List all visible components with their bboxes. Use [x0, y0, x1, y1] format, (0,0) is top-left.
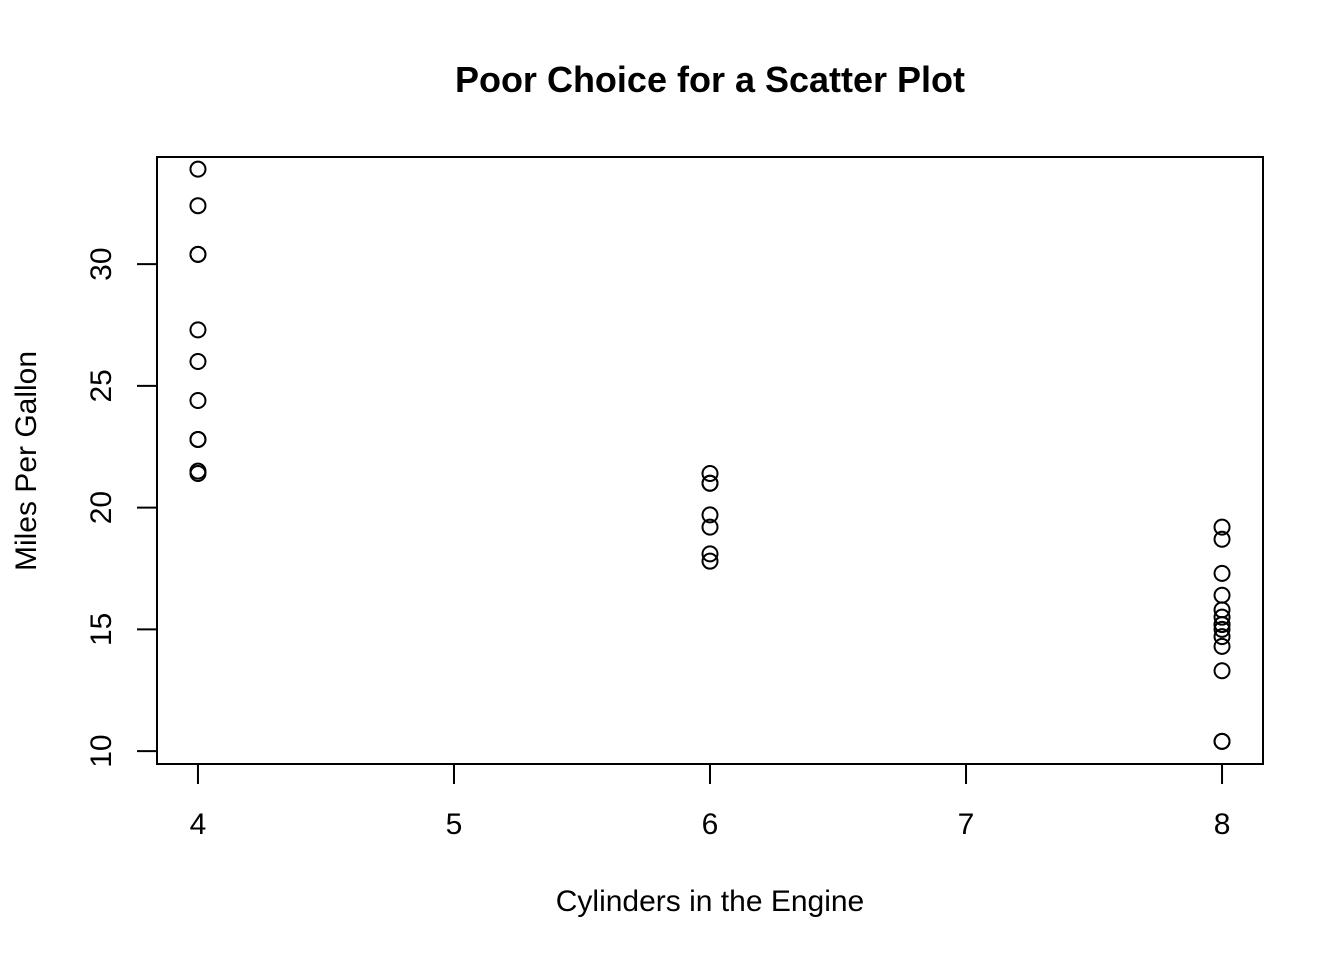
data-points: [189, 160, 1231, 750]
x-tick-label: 6: [702, 808, 719, 841]
y-tick-label: 10: [85, 734, 118, 767]
data-point: [701, 552, 719, 570]
y-tick-label: 30: [85, 247, 118, 280]
x-tick-label: 5: [446, 808, 463, 841]
data-point: [1213, 662, 1231, 680]
y-axis: 10 15 20 25 30: [85, 247, 158, 768]
data-point: [189, 160, 207, 178]
data-point: [189, 197, 207, 215]
data-point: [189, 391, 207, 409]
data-point: [1213, 518, 1231, 536]
data-point: [1213, 615, 1231, 633]
data-point: [189, 430, 207, 448]
y-tick-label: 15: [85, 613, 118, 646]
data-point: [189, 353, 207, 371]
data-point: [701, 545, 719, 563]
plot-frame: [156, 156, 1264, 765]
data-point: [189, 465, 207, 483]
y-axis-label: Miles Per Gallon: [10, 351, 43, 571]
chart-title: Poor Choice for a Scatter Plot: [455, 59, 965, 100]
x-tick-label: 7: [958, 808, 975, 841]
data-point: [1213, 732, 1231, 750]
data-point: [1213, 564, 1231, 582]
data-point: [1213, 530, 1231, 548]
data-point: [701, 506, 719, 524]
x-tick-label: 4: [190, 808, 207, 841]
data-point: [1213, 637, 1231, 655]
data-point: [701, 474, 719, 492]
y-tick-label: 25: [85, 369, 118, 402]
y-tick-label: 20: [85, 491, 118, 524]
data-point: [189, 321, 207, 339]
data-point: [1213, 628, 1231, 646]
data-point: [189, 245, 207, 263]
data-point: [701, 518, 719, 536]
data-point: [701, 465, 719, 483]
data-point: [1213, 608, 1231, 626]
x-axis: 4 5 6 7 8: [190, 763, 1231, 841]
x-tick-label: 8: [1214, 808, 1231, 841]
data-point: [1213, 620, 1231, 638]
data-point: [1213, 586, 1231, 604]
x-axis-label: Cylinders in the Engine: [556, 885, 865, 918]
